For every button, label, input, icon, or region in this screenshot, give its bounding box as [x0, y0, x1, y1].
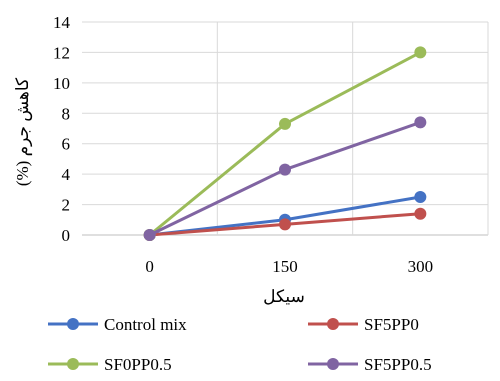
legend-entry: SF5PP0	[308, 315, 419, 334]
legend-label: SF0PP0.5	[104, 355, 172, 374]
x-tick-label: 0	[145, 257, 154, 276]
data-point	[414, 190, 427, 203]
legend-entry: SF0PP0.5	[48, 355, 172, 374]
y-tick-label: 12	[53, 43, 70, 62]
y-tick-label: 14	[53, 13, 71, 32]
legend-label: Control mix	[104, 315, 187, 334]
legend-label: SF5PP0	[364, 315, 419, 334]
x-tick-label: 150	[272, 257, 298, 276]
x-axis-ticks: 0 150 300	[145, 257, 433, 276]
data-point	[414, 207, 427, 220]
y-tick-label: 2	[62, 196, 71, 215]
data-point	[414, 46, 427, 59]
legend-swatch-marker	[67, 358, 79, 370]
x-tick-label: 300	[408, 257, 434, 276]
y-tick-label: 10	[53, 74, 70, 93]
series-sf5pp0-5	[143, 116, 427, 241]
gridlines	[82, 21, 489, 236]
legend: Control mix SF5PP0 SF0PP0.5 SF5PP0.5	[48, 315, 432, 374]
legend-swatch-marker	[67, 318, 79, 330]
data-point	[279, 163, 291, 176]
data-point	[414, 116, 427, 129]
y-axis-title: کاهش جرم (%)	[13, 77, 33, 186]
series-sf5pp0	[143, 207, 427, 241]
y-tick-label: 8	[62, 104, 71, 123]
legend-entry: Control mix	[48, 315, 187, 334]
legend-swatch-marker	[327, 318, 339, 330]
data-point	[143, 229, 156, 241]
y-axis-ticks: 0 2 4 6 8 10 12 14	[53, 13, 71, 245]
legend-entry: SF5PP0.5	[308, 355, 432, 374]
y-tick-label: 4	[62, 165, 71, 184]
series-lines	[143, 46, 427, 241]
x-axis-title: سیکل	[263, 287, 305, 306]
y-tick-label: 6	[62, 135, 71, 154]
legend-label: SF5PP0.5	[364, 355, 432, 374]
data-point	[279, 218, 291, 231]
legend-swatch-marker	[327, 358, 339, 370]
data-point	[279, 117, 291, 130]
y-tick-label: 0	[62, 226, 71, 245]
